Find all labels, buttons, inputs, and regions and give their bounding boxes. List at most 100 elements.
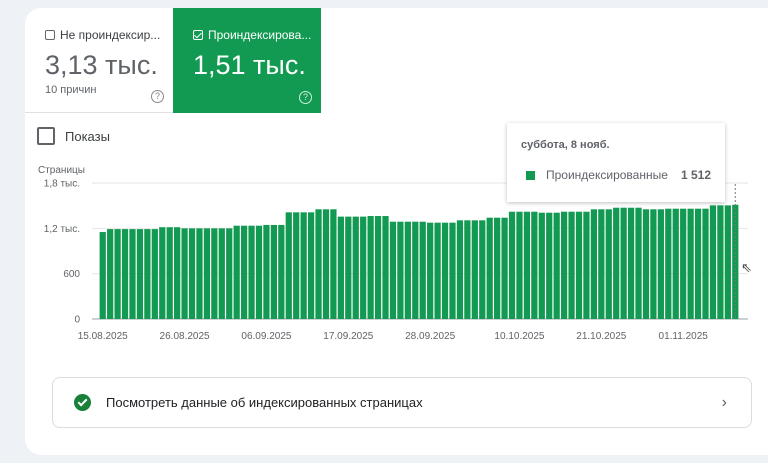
bar-63 <box>568 211 575 319</box>
chevron-right-icon: › <box>721 393 727 411</box>
legend-swatch <box>526 170 535 180</box>
impressions-toggle[interactable]: Показы <box>37 127 110 145</box>
view-indexed-pages-button[interactable]: Посмотреть данные об индексированных стр… <box>52 377 752 428</box>
bar-84 <box>724 205 731 319</box>
bar-2 <box>114 229 121 319</box>
x-tick-label: 01.11.2025 <box>659 331 709 342</box>
bar-80 <box>694 208 702 319</box>
bar-1 <box>107 229 114 319</box>
metric-sub: 10 причин <box>45 84 97 96</box>
bar-24 <box>278 224 285 319</box>
bar-11 <box>181 228 188 319</box>
bar-43 <box>419 221 426 319</box>
bar-72 <box>635 207 642 319</box>
metric-value: 1,51 тыс. <box>193 50 306 80</box>
view-indexed-pages-label: Посмотреть данные об индексированных стр… <box>106 395 423 410</box>
metric-value: 3,13 тыс. <box>45 50 158 80</box>
bar-18 <box>233 225 240 319</box>
bar-76 <box>665 208 672 319</box>
bar-68 <box>605 209 612 319</box>
checkbox-checked-icon[interactable] <box>193 30 203 40</box>
bar-15 <box>211 228 218 319</box>
x-tick-label: 17.09.2025 <box>323 331 373 342</box>
bar-67 <box>598 209 605 319</box>
bar-20 <box>248 225 255 319</box>
bar-19 <box>240 225 248 319</box>
bar-5 <box>136 229 144 319</box>
bar-26 <box>293 212 300 319</box>
tooltip-series: Проиндексированные <box>546 168 668 182</box>
bar-50 <box>471 220 478 319</box>
bar-51 <box>479 220 486 319</box>
bar-58 <box>531 211 538 319</box>
bar-3 <box>121 229 129 319</box>
bar-8 <box>159 227 166 319</box>
tooltip-value: 1 512 <box>680 168 711 182</box>
bar-74 <box>650 209 657 319</box>
not-indexed-metric-tab[interactable]: Не проиндексир... 3,13 тыс. 10 причин ? <box>25 8 173 113</box>
bar-14 <box>203 228 211 319</box>
bar-45 <box>434 222 441 319</box>
bar-78 <box>680 208 687 319</box>
help-icon[interactable]: ? <box>151 90 164 103</box>
bar-34 <box>352 216 359 319</box>
bar-46 <box>441 222 449 319</box>
bar-64 <box>575 211 583 319</box>
x-tick-label: 10.10.2025 <box>494 331 544 342</box>
bar-22 <box>263 224 270 319</box>
bar-47 <box>449 222 456 319</box>
x-tick-label: 28.09.2025 <box>405 331 455 342</box>
bar-62 <box>560 211 568 319</box>
bar-16 <box>218 228 225 319</box>
bar-38 <box>382 216 389 319</box>
metric-label: Проиндексирова... <box>208 28 312 42</box>
bar-33 <box>345 216 352 319</box>
bar-23 <box>270 224 278 319</box>
metric-label: Не проиндексир... <box>60 28 161 42</box>
x-tick-label: 26.08.2025 <box>160 331 210 342</box>
bar-71 <box>627 207 635 319</box>
checkbox-icon[interactable] <box>37 127 55 145</box>
bar-73 <box>642 209 650 319</box>
chart-tooltip: суббота, 8 нояб. Проиндексированные 1 51… <box>507 123 725 202</box>
bar-75 <box>657 209 664 319</box>
bar-30 <box>322 209 330 319</box>
bar-69 <box>613 207 620 319</box>
bar-42 <box>412 221 419 319</box>
bar-57 <box>523 211 531 319</box>
bar-82 <box>709 205 717 319</box>
bar-28 <box>307 212 315 319</box>
bar-56 <box>516 211 523 319</box>
y-tick-label: 1,2 тыс. <box>44 224 80 235</box>
bar-7 <box>151 229 158 319</box>
bar-54 <box>501 217 508 319</box>
bar-27 <box>300 212 307 319</box>
x-tick-label: 21.10.2025 <box>576 331 626 342</box>
bar-12 <box>188 228 196 319</box>
bar-13 <box>196 228 203 319</box>
bar-79 <box>687 208 694 319</box>
bar-10 <box>174 227 181 319</box>
bar-32 <box>337 216 344 319</box>
bar-36 <box>367 216 374 319</box>
bar-0 <box>99 232 106 319</box>
mouse-cursor-icon: ⇖ <box>741 260 752 275</box>
bar-25 <box>285 212 292 319</box>
bar-44 <box>427 222 434 319</box>
impressions-label: Показы <box>65 128 110 144</box>
bar-41 <box>404 221 411 319</box>
bar-48 <box>456 220 464 319</box>
bar-65 <box>583 211 590 319</box>
bar-9 <box>166 227 173 319</box>
x-tick-label: 15.08.2025 <box>78 331 128 342</box>
bar-59 <box>538 212 545 319</box>
help-icon[interactable]: ? <box>299 91 312 104</box>
y-tick-label: 600 <box>63 269 80 280</box>
checkbox-icon[interactable] <box>45 30 55 40</box>
bar-53 <box>494 217 501 319</box>
indexed-metric-tab[interactable]: Проиндексирова... 1,51 тыс. ? <box>173 8 321 113</box>
check-circle-icon <box>74 394 91 411</box>
y-axis-title: Страницы <box>38 165 85 176</box>
bar-21 <box>255 225 263 319</box>
